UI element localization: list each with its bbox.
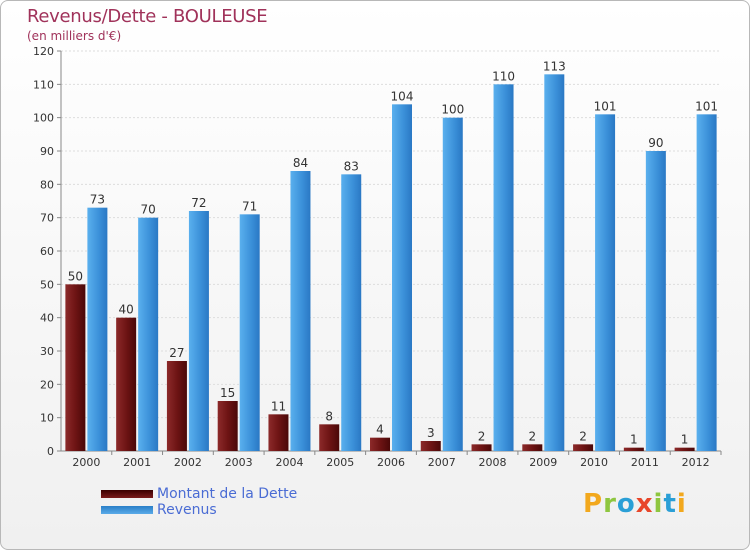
- logo-letter: t: [663, 489, 677, 519]
- data-label-debt: 11: [271, 399, 286, 413]
- bar-revenus: [392, 104, 412, 451]
- data-label-revenus: 101: [594, 99, 617, 113]
- data-label-revenus: 100: [441, 103, 464, 117]
- data-label-debt: 8: [325, 409, 333, 423]
- bar-revenus: [138, 217, 159, 451]
- bar-revenus: [645, 151, 666, 451]
- logo-letter: i: [653, 489, 664, 519]
- data-label-revenus: 104: [391, 89, 414, 103]
- x-tick-label: 2009: [529, 456, 557, 469]
- bar-revenus: [341, 174, 362, 452]
- bar-revenus: [239, 214, 260, 451]
- logo-letter: o: [616, 489, 636, 519]
- bar-debt: [471, 444, 492, 451]
- legend-label-revenus: Revenus: [157, 502, 217, 518]
- y-tick-label: 70: [40, 212, 54, 225]
- y-tick-label: 20: [40, 378, 54, 391]
- logo-letter: P: [583, 489, 604, 519]
- x-tick-label: 2012: [682, 456, 710, 469]
- x-tick-label: 2011: [631, 456, 659, 469]
- bar-debt: [65, 284, 86, 451]
- data-label-revenus: 70: [141, 203, 156, 217]
- x-tick-label: 2002: [174, 456, 202, 469]
- data-label-debt: 2: [528, 429, 536, 443]
- legend-swatch-debt: [101, 490, 153, 498]
- bar-debt: [522, 444, 543, 451]
- y-tick-label: 100: [33, 112, 54, 125]
- data-label-revenus: 110: [492, 69, 515, 83]
- legend-swatch-revenus: [101, 506, 153, 514]
- x-tick-label: 2004: [275, 456, 303, 469]
- data-label-debt: 15: [220, 386, 235, 400]
- x-tick-label: 2003: [225, 456, 253, 469]
- y-tick-label: 50: [40, 278, 54, 291]
- bar-revenus: [544, 74, 565, 451]
- bar-revenus: [188, 211, 209, 451]
- data-label-debt: 2: [579, 429, 587, 443]
- y-tick-label: 10: [40, 412, 54, 425]
- x-tick-label: 2000: [72, 456, 100, 469]
- x-tick-label: 2010: [580, 456, 608, 469]
- legend-item-debt: Montant de la Dette: [101, 486, 297, 502]
- data-label-revenus: 83: [344, 159, 359, 173]
- bar-revenus: [595, 114, 616, 451]
- y-tick-label: 30: [40, 345, 54, 358]
- y-tick-label: 80: [40, 178, 54, 191]
- chart-subtitle: (en milliers d'€): [27, 29, 122, 43]
- bar-debt: [370, 437, 390, 451]
- x-tick-label: 2005: [326, 456, 354, 469]
- data-label-revenus: 71: [242, 199, 257, 213]
- bar-debt: [420, 441, 441, 451]
- y-tick-label: 40: [40, 312, 54, 325]
- data-label-debt: 27: [169, 346, 184, 360]
- bar-revenus: [493, 84, 514, 451]
- bar-revenus: [696, 114, 717, 451]
- legend-item-revenus: Revenus: [101, 502, 297, 518]
- x-tick-label: 2006: [377, 456, 405, 469]
- data-label-revenus: 73: [90, 193, 105, 207]
- bar-debt: [166, 361, 187, 451]
- x-tick-label: 2008: [479, 456, 507, 469]
- y-tick-label: 90: [40, 145, 54, 158]
- y-tick-label: 0: [47, 445, 54, 458]
- data-label-debt: 50: [68, 269, 83, 283]
- bar-debt: [319, 424, 340, 451]
- bar-debt: [623, 447, 644, 451]
- chart-title: Revenus/Dette - BOULEUSE: [27, 6, 268, 27]
- legend: Montant de la Dette Revenus: [101, 486, 297, 518]
- y-tick-label: 110: [33, 78, 54, 91]
- data-label-revenus: 72: [191, 196, 206, 210]
- data-label-revenus: 113: [543, 59, 566, 73]
- data-label-debt: 1: [681, 433, 689, 447]
- logo-letter: x: [635, 489, 654, 519]
- logo-letter: r: [603, 489, 617, 519]
- data-label-debt: 40: [119, 303, 134, 317]
- x-tick-label: 2007: [428, 456, 456, 469]
- bar-revenus: [442, 117, 463, 452]
- y-tick-label: 60: [40, 245, 54, 258]
- bar-revenus: [290, 171, 311, 451]
- x-tick-label: 2001: [123, 456, 151, 469]
- data-label-debt: 4: [376, 423, 384, 437]
- bar-debt: [268, 414, 289, 451]
- data-label-revenus: 84: [293, 156, 308, 170]
- data-label-debt: 2: [478, 429, 486, 443]
- proxiti-logo: Proxiti: [583, 489, 687, 519]
- bar-debt: [674, 447, 695, 451]
- bar-debt: [217, 401, 238, 451]
- data-label-debt: 1: [630, 433, 638, 447]
- y-tick-label: 120: [33, 45, 54, 58]
- legend-label-debt: Montant de la Dette: [157, 486, 298, 502]
- data-label-revenus: 90: [648, 136, 663, 150]
- bar-debt: [573, 444, 594, 451]
- data-label-revenus: 101: [695, 99, 718, 113]
- data-label-debt: 3: [427, 426, 435, 440]
- bar-revenus: [87, 207, 108, 451]
- bar-debt: [116, 317, 137, 451]
- logo-letter: i: [676, 489, 687, 519]
